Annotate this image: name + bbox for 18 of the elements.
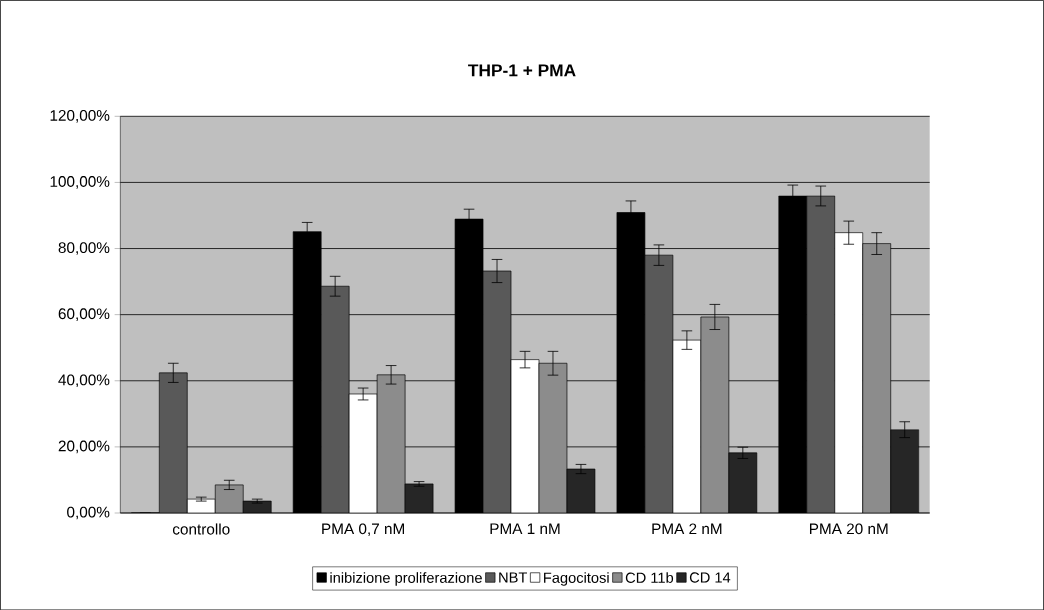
x-tick-label: controllo [172,523,230,535]
y-tick-label: 0,00% [67,506,110,520]
legend-label: Fagocitosi [544,572,609,586]
legend-label: CD 14 [689,572,731,583]
y-tick-label: 40,00% [58,374,110,387]
y-tick-label: 20,00% [58,440,110,454]
chart-title: THP-1 + PMA [468,64,576,77]
y-tick-label: 80,00% [58,242,110,255]
y-tick-label: 120,00% [50,109,110,123]
y-tick-label: 60,00% [58,308,110,321]
legend-label: CD 11b [625,572,674,583]
x-tick-label: PMA 2 nM [652,523,722,534]
legend-label: inibizione proliferazione [330,572,482,586]
x-tick-label: PMA 0,7 nM [322,523,404,536]
x-tick-label: PMA 1 nM [490,523,560,534]
x-tick-label: PMA 20 nM [809,523,888,535]
legend-label: NBT [499,572,528,583]
y-tick-label: 100,00% [50,175,110,189]
